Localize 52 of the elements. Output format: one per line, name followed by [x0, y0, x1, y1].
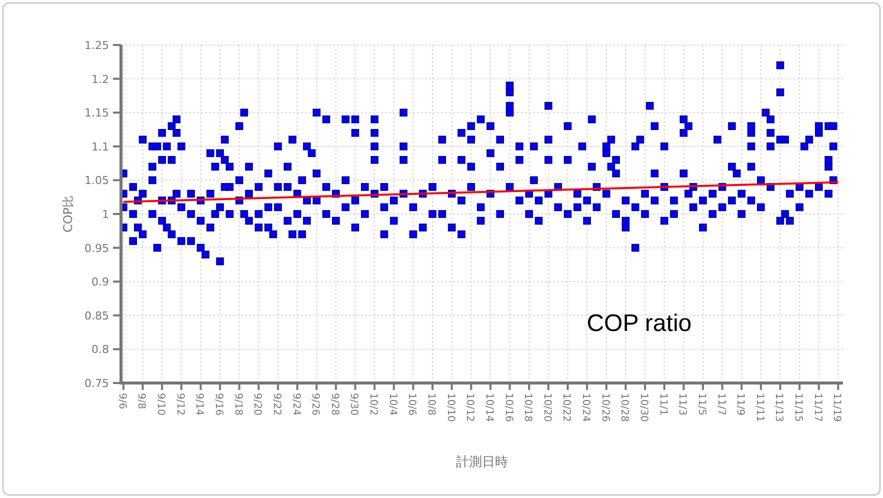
y-tick-label: 1.2 — [92, 72, 109, 86]
x-tick-label: 10/10 — [444, 393, 456, 422]
annotation: COP ratio — [586, 310, 692, 337]
x-tick-label: 10/18 — [522, 393, 534, 422]
x-tick-label: 11/17 — [812, 393, 823, 422]
x-tick-label: 11/3 — [676, 393, 688, 416]
x-tick-label: 9/6 — [116, 393, 128, 410]
x-tick-label: 9/10 — [155, 393, 166, 416]
x-tick-label: 10/20 — [541, 393, 552, 422]
y-tick-label: 0.9 — [92, 276, 109, 289]
y-tick-label: 1.1 — [92, 140, 109, 154]
x-tick-label: 10/22 — [560, 393, 572, 422]
x-tick-label: 11/1 — [657, 393, 668, 416]
x-tick-label: 10/2 — [368, 393, 379, 416]
x-tick-label: 10/28 — [618, 393, 630, 422]
x-tick-label: 10/26 — [599, 393, 610, 422]
x-tick-label: 11/13 — [773, 393, 784, 422]
y-tick-label: 0.8 — [92, 343, 109, 356]
x-tick-label: 11/11 — [754, 393, 765, 422]
x-tick-label: 9/30 — [348, 393, 360, 416]
x-tick-label: 9/24 — [290, 393, 302, 416]
y-axis-title: COP比 — [61, 195, 75, 233]
x-tick-label: 10/14 — [483, 393, 494, 422]
x-tick-label: 10/16 — [502, 393, 514, 422]
y-tick-label: 1 — [102, 208, 109, 221]
x-tick-label: 9/22 — [270, 393, 282, 416]
x-tick-label: 11/7 — [715, 393, 726, 416]
x-tick-label: 9/20 — [252, 393, 263, 416]
x-tick-label: 9/26 — [310, 393, 321, 416]
x-tick-label: 10/8 — [426, 393, 436, 416]
y-tick-label: 1.15 — [84, 106, 109, 120]
y-tick-label: 0.85 — [84, 309, 109, 322]
x-tick-label: 9/28 — [328, 393, 340, 416]
x-tick-label: 10/24 — [580, 393, 592, 422]
x-tick-label: 10/12 — [464, 393, 476, 422]
x-tick-label: 10/30 — [638, 393, 649, 422]
y-tick-label: 1.05 — [84, 174, 109, 188]
x-tick-label: 11/15 — [792, 393, 804, 422]
x-tick-label: 9/8 — [136, 393, 147, 410]
x-tick-label: 9/16 — [213, 393, 224, 416]
x-tick-label: 11/9 — [734, 393, 746, 416]
x-tick-label: 10/6 — [406, 393, 418, 416]
x-tick-label: 9/12 — [174, 393, 186, 416]
x-tick-label: 11/5 — [696, 393, 707, 416]
y-tick-label: 0.95 — [84, 242, 109, 255]
x-tick-label: 11/19 — [831, 393, 842, 422]
x-tick-label: 10/4 — [386, 393, 398, 416]
x-axis-title: 計測日時 — [456, 455, 508, 470]
y-tick-label: 0.75 — [84, 377, 109, 390]
y-tick-label: 1.25 — [84, 39, 109, 52]
x-tick-label: 9/14 — [194, 393, 205, 416]
x-tick-label: 9/18 — [232, 393, 244, 416]
